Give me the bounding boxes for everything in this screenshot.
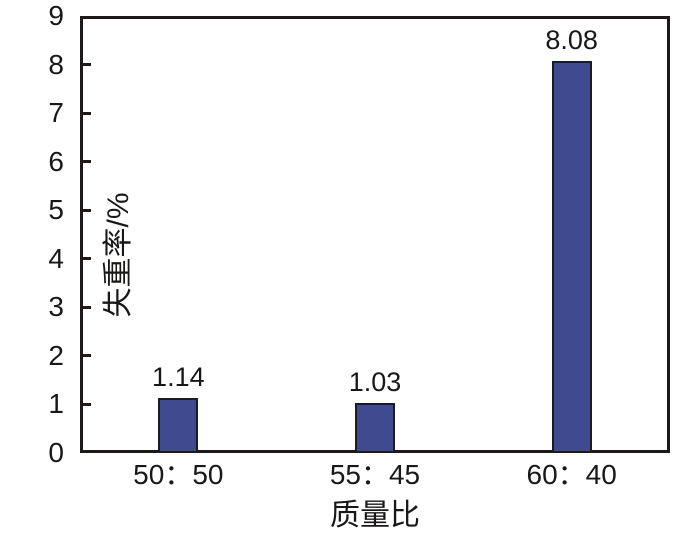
y-axis-title: 失重率/% <box>102 192 135 318</box>
y-tick-label: 5 <box>48 194 64 226</box>
bar <box>551 60 592 453</box>
bar-value-label: 8.08 <box>545 24 598 55</box>
y-tick-mark <box>83 305 91 309</box>
y-tick-label: 3 <box>48 291 64 323</box>
x-tick-label: 55：45 <box>329 459 421 490</box>
y-tick-mark <box>83 257 91 261</box>
y-tick-label: 8 <box>48 48 64 80</box>
y-tick-mark <box>83 160 91 164</box>
x-axis-title: 质量比 <box>330 499 420 532</box>
y-tick-label: 7 <box>48 97 64 129</box>
y-tick-label: 2 <box>48 339 64 371</box>
y-tick-mark <box>83 208 91 212</box>
bar-value-label: 1.14 <box>152 361 205 392</box>
y-tick-label: 1 <box>48 388 64 420</box>
x-tick-label: 50：50 <box>133 459 224 490</box>
y-tick-label: 0 <box>48 437 64 468</box>
y-tick-mark <box>83 354 91 358</box>
bar-value-label: 1.03 <box>348 366 402 397</box>
y-tick-label: 4 <box>48 242 64 274</box>
y-tick-mark <box>83 111 91 115</box>
x-tick-label: 60：40 <box>526 459 617 490</box>
bar <box>355 402 395 453</box>
bar <box>158 397 199 453</box>
y-tick-mark <box>83 63 91 67</box>
y-tick-label: 6 <box>48 145 64 177</box>
y-tick-label: 9 <box>48 0 64 31</box>
y-tick-mark <box>83 402 91 406</box>
